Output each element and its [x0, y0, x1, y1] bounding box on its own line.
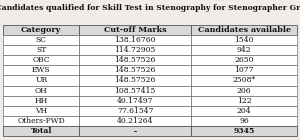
Bar	[3, 25, 80, 35]
Bar	[3, 96, 80, 106]
Bar	[80, 126, 191, 136]
Bar	[191, 75, 297, 86]
Text: Total: Total	[31, 127, 52, 135]
Text: EWS: EWS	[32, 66, 50, 74]
Bar	[80, 65, 191, 75]
Text: 108.57415: 108.57415	[115, 87, 156, 94]
Bar	[3, 65, 80, 75]
Bar	[191, 116, 297, 126]
Bar	[80, 86, 191, 96]
Bar	[80, 96, 191, 106]
Text: 148.57526: 148.57526	[115, 56, 156, 64]
Bar	[3, 75, 80, 86]
Text: -: -	[134, 127, 137, 135]
Text: List-I: Candidates qualified for Skill Test in Stenography for Stenographer Grad: List-I: Candidates qualified for Skill T…	[0, 4, 300, 12]
Bar	[3, 116, 80, 126]
Bar	[191, 126, 297, 136]
Text: 138.16760: 138.16760	[115, 36, 156, 44]
Bar	[191, 106, 297, 116]
Text: 2650: 2650	[234, 56, 254, 64]
Bar	[3, 126, 80, 136]
Text: 1077: 1077	[234, 66, 254, 74]
Bar	[80, 55, 191, 65]
Bar	[191, 96, 297, 106]
Text: 9345: 9345	[233, 127, 255, 135]
Bar	[80, 106, 191, 116]
Text: 114.72905: 114.72905	[115, 46, 156, 54]
Bar	[3, 86, 80, 96]
Text: Cut-off Marks: Cut-off Marks	[104, 26, 166, 34]
Text: OBC: OBC	[32, 56, 50, 64]
Bar	[191, 86, 297, 96]
Bar	[80, 75, 191, 86]
Text: ST: ST	[36, 46, 46, 54]
Text: UR: UR	[35, 76, 47, 85]
Text: 122: 122	[237, 97, 251, 105]
Bar	[191, 65, 297, 75]
Text: 942: 942	[237, 46, 251, 54]
Bar	[191, 25, 297, 35]
Text: 40.17497: 40.17497	[117, 97, 154, 105]
Bar	[3, 55, 80, 65]
Text: 96: 96	[239, 117, 249, 125]
Text: 206: 206	[237, 87, 251, 94]
Text: 77.61547: 77.61547	[117, 107, 154, 115]
Text: 148.57526: 148.57526	[115, 76, 156, 85]
Bar	[191, 55, 297, 65]
Text: 204: 204	[237, 107, 251, 115]
Text: 148.57526: 148.57526	[115, 66, 156, 74]
Text: Candidates available: Candidates available	[198, 26, 291, 34]
Text: 1540: 1540	[234, 36, 254, 44]
Bar	[80, 25, 191, 35]
Text: Others-PWD: Others-PWD	[17, 117, 65, 125]
Bar	[3, 35, 80, 45]
Text: HH: HH	[34, 97, 48, 105]
Bar	[80, 45, 191, 55]
Text: 2508*: 2508*	[232, 76, 256, 85]
Bar	[3, 106, 80, 116]
Bar	[80, 116, 191, 126]
Bar	[80, 35, 191, 45]
Text: Category: Category	[21, 26, 61, 34]
Bar	[191, 35, 297, 45]
Bar	[191, 45, 297, 55]
Text: OH: OH	[35, 87, 48, 94]
Text: VH: VH	[35, 107, 47, 115]
Text: 40.21264: 40.21264	[117, 117, 154, 125]
Text: SC: SC	[36, 36, 47, 44]
Bar	[3, 45, 80, 55]
